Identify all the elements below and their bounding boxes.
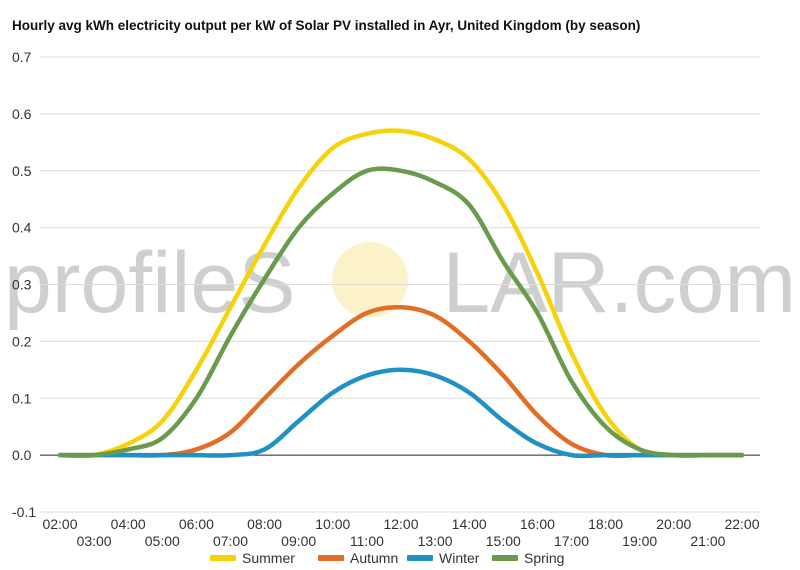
watermark-sun-icon <box>332 242 408 318</box>
x-tick-label: 05:00 <box>145 533 180 549</box>
series-line-spring <box>57 166 745 458</box>
y-tick-label: 0.6 <box>12 106 32 122</box>
legend-swatch-winter <box>407 555 433 561</box>
y-tick-label: -0.1 <box>12 504 36 520</box>
x-tick-label: 08:00 <box>247 516 282 532</box>
chart-title: Hourly avg kWh electricity output per kW… <box>12 18 641 33</box>
x-tick-label: 18:00 <box>588 516 623 532</box>
x-tick-label: 21:00 <box>690 533 725 549</box>
x-tick-label: 03:00 <box>77 533 112 549</box>
x-tick-label: 22:00 <box>724 516 759 532</box>
x-tick-label: 20:00 <box>656 516 691 532</box>
y-tick-label: 0.2 <box>12 333 32 349</box>
x-tick-label: 06:00 <box>179 516 214 532</box>
series-line-winter <box>57 367 745 459</box>
series-lines <box>57 128 745 459</box>
watermark-text-left: profileS <box>4 235 296 331</box>
x-tick-label: 07:00 <box>213 533 248 549</box>
legend-label-autumn: Autumn <box>350 550 398 566</box>
y-axis-tick-labels: -0.1 0.0 0.1 0.2 0.3 0.4 0.5 0.6 0.7 <box>12 49 36 520</box>
legend-label-summer: Summer <box>242 550 295 566</box>
x-tick-label: 19:00 <box>622 533 657 549</box>
x-tick-label: 09:00 <box>281 533 316 549</box>
x-tick-label: 16:00 <box>520 516 555 532</box>
x-tick-label: 13:00 <box>418 533 453 549</box>
y-tick-label: 0.1 <box>12 390 32 406</box>
y-tick-label: 0.5 <box>12 163 32 179</box>
legend-swatch-summer <box>210 555 236 561</box>
x-tick-label: 04:00 <box>111 516 146 532</box>
y-tick-label: 0.7 <box>12 49 32 65</box>
x-tick-label: 15:00 <box>486 533 521 549</box>
legend-swatch-spring <box>492 555 518 561</box>
y-tick-label: 0.0 <box>12 447 32 463</box>
legend-label-winter: Winter <box>439 550 480 566</box>
x-tick-label: 02:00 <box>42 516 77 532</box>
x-tick-label: 10:00 <box>315 516 350 532</box>
series-line-summer <box>57 128 745 459</box>
watermark: profileS LAR.com <box>4 235 796 331</box>
x-tick-label: 12:00 <box>383 516 418 532</box>
y-tick-label: 0.4 <box>12 220 32 236</box>
x-axis-tick-labels: 02:0003:0004:0005:0006:0007:0008:0009:00… <box>42 516 759 549</box>
watermark-text-right: LAR.com <box>442 235 796 331</box>
y-tick-label: 0.3 <box>12 277 32 293</box>
legend-label-spring: Spring <box>524 550 564 566</box>
x-tick-label: 11:00 <box>350 533 384 549</box>
legend: Summer Autumn Winter Spring <box>210 550 564 566</box>
x-tick-label: 17:00 <box>554 533 589 549</box>
legend-swatch-autumn <box>318 555 344 561</box>
x-tick-label: 14:00 <box>452 516 487 532</box>
